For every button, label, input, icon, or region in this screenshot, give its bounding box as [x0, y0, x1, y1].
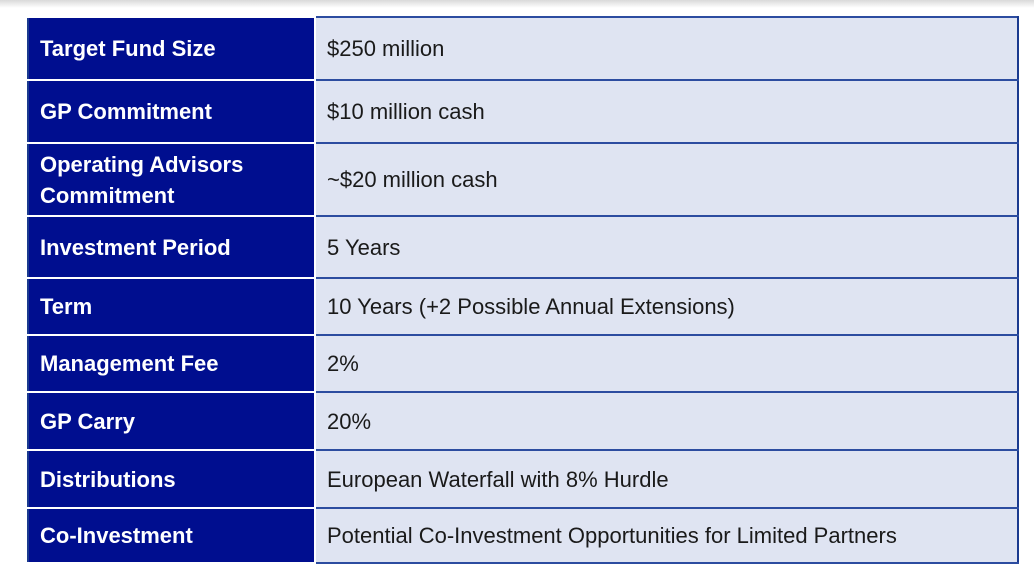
table-row: Distributions European Waterfall with 8%… — [27, 449, 1019, 509]
table-row: Term 10 Years (+2 Possible Annual Extens… — [27, 277, 1019, 336]
term-value: 2% — [314, 334, 1019, 393]
term-value: Potential Co-Investment Opportunities fo… — [314, 507, 1019, 564]
term-label: GP Commitment — [27, 79, 316, 144]
term-value: 5 Years — [314, 215, 1019, 279]
term-label: GP Carry — [27, 391, 316, 451]
term-value: European Waterfall with 8% Hurdle — [314, 449, 1019, 509]
table-row: Target Fund Size $250 million — [27, 16, 1019, 81]
term-label: Operating Advisors Commitment — [27, 142, 316, 217]
table-row: Investment Period 5 Years — [27, 215, 1019, 279]
top-shadow — [0, 0, 1034, 8]
term-label: Term — [27, 277, 316, 336]
term-label: Management Fee — [27, 334, 316, 393]
term-value: 20% — [314, 391, 1019, 451]
term-value: ~$20 million cash — [314, 142, 1019, 217]
table-row: Co-Investment Potential Co-Investment Op… — [27, 507, 1019, 564]
term-label: Target Fund Size — [27, 16, 316, 81]
term-label: Investment Period — [27, 215, 316, 279]
term-value: $10 million cash — [314, 79, 1019, 144]
table-row: Management Fee 2% — [27, 334, 1019, 393]
fund-terms-table: Target Fund Size $250 million GP Commitm… — [27, 16, 1019, 564]
table-row: GP Commitment $10 million cash — [27, 79, 1019, 144]
term-label: Distributions — [27, 449, 316, 509]
table-row: GP Carry 20% — [27, 391, 1019, 451]
term-value: 10 Years (+2 Possible Annual Extensions) — [314, 277, 1019, 336]
term-value: $250 million — [314, 16, 1019, 81]
term-label: Co-Investment — [27, 507, 316, 564]
table-row: Operating Advisors Commitment ~$20 milli… — [27, 142, 1019, 217]
